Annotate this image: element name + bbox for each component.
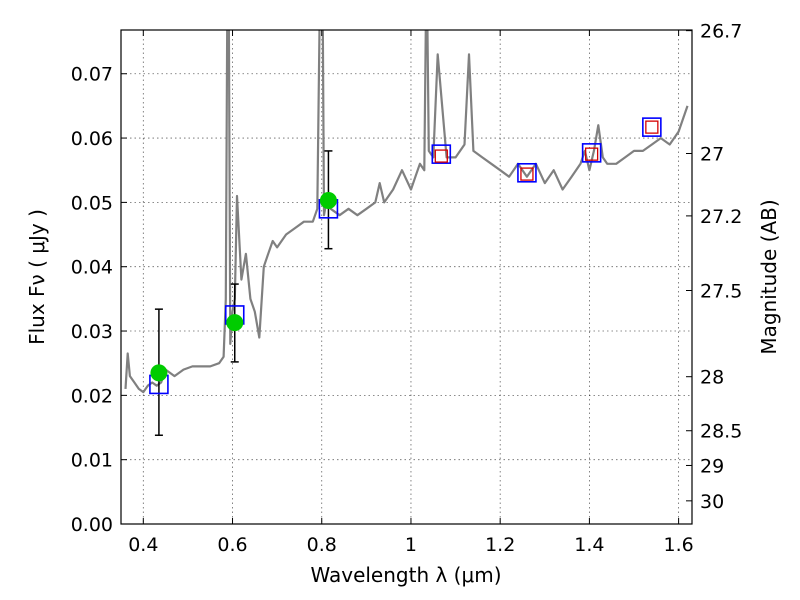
x-tick-label: 0.4: [128, 534, 158, 556]
y-axis-right-label: Magnitude (AB): [757, 199, 781, 354]
x-tick-label: 0.6: [217, 534, 247, 556]
y-tick-label: 0.03: [71, 321, 113, 343]
y-tick-label: 0.04: [71, 257, 113, 279]
green-circle-marker: [150, 364, 168, 382]
right-tick-label: 26.7: [700, 21, 742, 43]
markers: [149, 117, 662, 395]
y-tick-label: 0.06: [71, 128, 113, 150]
ticks: 0.4 0.6 0.8 1 1.2 1.4 1.6 0.00 0.01 0.02 0.03 0.04 0…: [71, 21, 743, 556]
blue-square-marker: [431, 144, 452, 164]
right-tick-label: 27.2: [700, 206, 742, 228]
blue-square-marker: [642, 117, 662, 137]
x-tick-label: 1.4: [574, 534, 604, 556]
right-tick-label: 29: [700, 455, 724, 477]
x-tick-label: 1.6: [664, 534, 694, 556]
grid: [121, 30, 692, 525]
y-tick-label: 0.01: [71, 450, 113, 472]
y-tick-label: 0.00: [71, 514, 113, 536]
blue-square-marker: [581, 143, 602, 163]
right-tick-label: 30: [700, 491, 724, 513]
x-tick-label: 1.2: [485, 534, 515, 556]
green-circle-marker: [226, 314, 244, 332]
x-tick-label: 0.8: [307, 534, 337, 556]
y-tick-label: 0.02: [71, 385, 113, 407]
y-tick-label: 0.07: [71, 64, 113, 86]
x-tick-label: 1: [405, 534, 417, 556]
right-tick-label: 27: [700, 144, 724, 166]
red-square-marker: [434, 149, 448, 163]
green-circle-marker: [319, 191, 337, 209]
y-tick-label: 0.05: [71, 192, 113, 214]
error-bars: [154, 150, 333, 436]
x-axis-label: Wavelength λ (μm): [310, 563, 501, 587]
red-square-marker: [645, 120, 659, 134]
blue-square-marker: [517, 162, 537, 183]
right-tick-label: 28.5: [700, 421, 742, 443]
red-square-marker: [584, 147, 599, 161]
plot-frame: [120, 29, 693, 525]
right-tick-label: 28: [700, 367, 724, 389]
spectrum-line: [124, 30, 689, 394]
spectrum-layer: [124, 30, 689, 394]
y-axis-label: Flux Fν ( μJy ): [25, 209, 49, 345]
right-tick-label: 27.5: [700, 281, 742, 303]
red-square-marker: [520, 167, 534, 181]
